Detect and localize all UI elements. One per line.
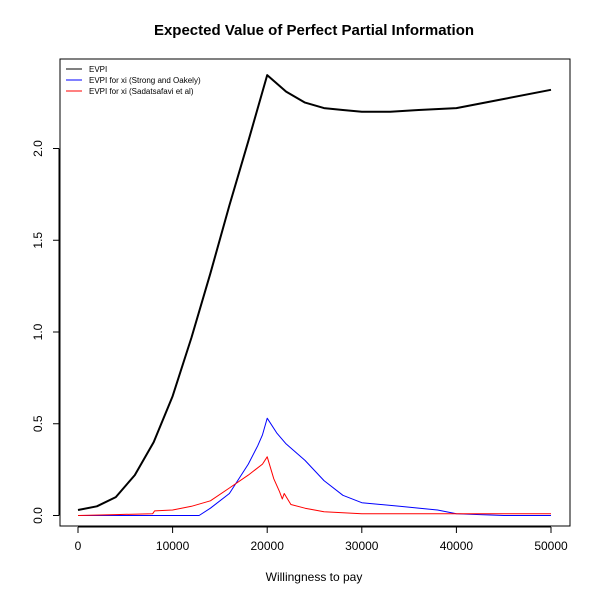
x-tick-label: 30000 xyxy=(345,539,379,553)
chart-title: Expected Value of Perfect Partial Inform… xyxy=(154,22,474,39)
plot-frame xyxy=(59,58,571,527)
y-tick-label: 0.0 xyxy=(31,507,45,524)
x-axis: 0 10000 20000 30000 40000 50000 xyxy=(75,526,568,553)
evpi-line xyxy=(77,74,552,511)
evpi-strong-oakley-line xyxy=(78,417,551,516)
evpi-sadatsafavi-line xyxy=(77,456,551,516)
x-axis-label: Willingness to pay xyxy=(266,570,363,584)
legend: EVPI EVPI for xi (Strong and Oakely) EVPI … xyxy=(66,65,201,96)
y-tick-label: 2.0 xyxy=(31,140,45,157)
y-tick-label: 1.0 xyxy=(31,323,45,340)
x-tick-label: 50000 xyxy=(534,539,568,553)
x-tick-label: 40000 xyxy=(440,539,474,553)
x-tick-label: 20000 xyxy=(251,539,285,553)
series-layer xyxy=(77,74,552,516)
legend-label: EVPI for xi (Strong and Oakely) xyxy=(89,76,201,85)
y-tick-label: 1.5 xyxy=(31,232,45,249)
x-tick-label: 0 xyxy=(75,539,82,553)
legend-label: EVPI for xi (Sadatsafavi et al) xyxy=(89,87,194,96)
x-tick-label: 10000 xyxy=(156,539,190,553)
y-axis: 0.0 0.5 1.0 1.5 2.0 xyxy=(31,140,60,524)
legend-label: EVPI xyxy=(89,65,107,74)
y-tick-label: 0.5 xyxy=(31,415,45,432)
